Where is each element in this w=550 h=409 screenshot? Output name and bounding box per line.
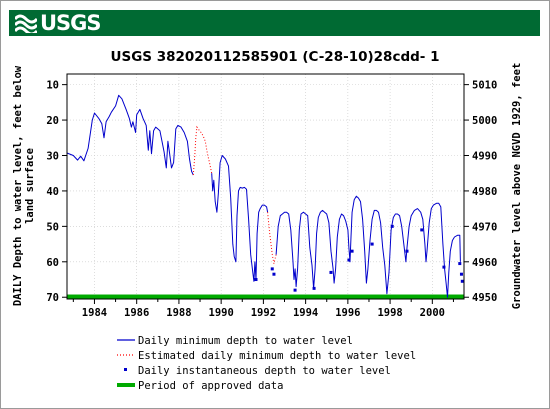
y-axis-label-line2: land surface [24,148,36,224]
legend-entry-instantaneous: Daily instantaneous depth to water level [124,365,391,377]
usgs-logo: USGS [15,11,102,35]
grid-lines [67,74,464,299]
instantaneous-point [405,249,409,253]
y2-tick-label: 4970 [472,221,497,233]
y-tick-label: 50 [46,221,59,233]
legend-entry-approved: Period of approved data [117,380,283,392]
y-tick-label: 60 [46,257,59,269]
daily-min-line [66,94,194,176]
y-tick-label: 20 [46,115,59,127]
approved-period-bar [67,294,464,299]
legend-label: Period of approved data [138,380,283,392]
x-tick-label: 2000 [420,307,445,319]
legend-label: Daily minimum depth to water level [138,335,353,347]
instantaneous-point [293,288,297,292]
y2-tick-label: 4990 [472,150,497,162]
usgs-banner: USGS [9,10,540,36]
x-tick-label: 1984 [82,307,107,319]
legend: Daily minimum depth to water level Estim… [117,335,416,392]
y-axis-label-line1: DAILY Depth to water level, feet below [12,65,24,306]
instantaneous-point [312,286,316,290]
x-tick-label: 1990 [209,307,234,319]
y2-axis-label: Groundwater level above NGVD 1929, feet [511,63,523,310]
y-tick-label: 40 [46,186,59,198]
instantaneous-point [460,279,464,283]
legend-swatch-bar [117,383,135,387]
y-tick-label: 70 [46,292,59,304]
x-tick-label: 1986 [124,307,149,319]
instantaneous-point [350,249,354,253]
instantaneous-point [347,258,351,262]
instantaneous-point [254,278,258,282]
x-tick-label: 1998 [377,307,402,319]
instantaneous-point [390,224,394,228]
instantaneous-point [329,270,333,274]
legend-label: Daily instantaneous depth to water level [138,365,391,377]
chart-title: USGS 382020112585901 (C-28-10)28cdd- 1 [111,49,440,65]
y2-tick-label: 4960 [472,257,497,269]
instantaneous-point [442,265,446,269]
usgs-wave-icon [15,14,37,33]
instantaneous-point [459,272,463,276]
series-layer [66,94,464,299]
usgs-logo-text: USGS [40,11,102,35]
instantaneous-point [272,272,276,276]
instantaneous-point [370,242,374,246]
axis-ticks: 1984 1986 1988 1990 1992 1994 1996 1998 2000 10 20… [46,80,497,319]
y-tick-label: 10 [46,80,59,92]
legend-entry-estimated: Estimated daily minimum depth to water l… [117,350,416,362]
instantaneous-point [420,228,424,232]
y2-tick-label: 5000 [472,115,497,127]
y2-tick-label: 4980 [472,186,497,198]
x-tick-label: 1994 [293,307,318,319]
legend-label: Estimated daily minimum depth to water l… [138,350,416,362]
daily-min-line [275,195,461,298]
x-tick-label: 1996 [335,307,360,319]
estimated-line [192,125,213,176]
x-tick-label: 1992 [251,307,276,319]
daily-min-line [211,155,269,282]
y2-tick-label: 5010 [472,80,497,92]
legend-entry-daily-min: Daily minimum depth to water level [117,335,353,347]
y2-tick-label: 4950 [472,292,497,304]
plot-area-border [66,73,465,300]
estimated-line [267,212,277,264]
y-tick-label: 30 [46,150,59,162]
x-tick-label: 1988 [166,307,191,319]
legend-swatch-point [124,368,127,371]
instantaneous-point [458,262,462,266]
instantaneous-point [270,267,274,271]
